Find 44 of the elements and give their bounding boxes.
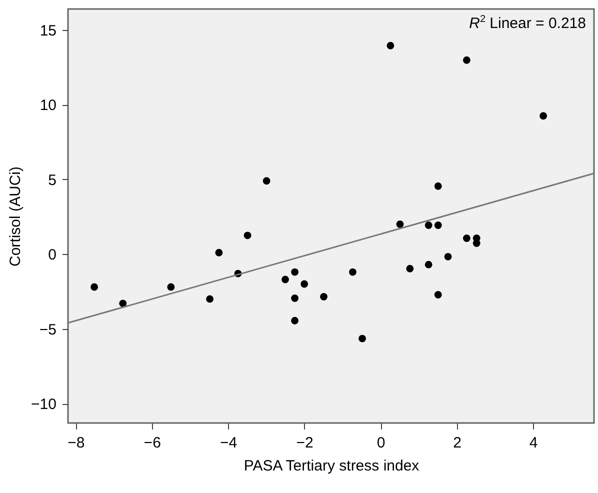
point bbox=[472, 240, 480, 247]
point bbox=[244, 232, 252, 240]
point bbox=[206, 295, 214, 303]
point bbox=[358, 334, 366, 342]
point bbox=[167, 283, 175, 291]
x-tick-label: −2 bbox=[296, 434, 314, 452]
point bbox=[444, 252, 452, 260]
y-tick-label: 0 bbox=[48, 246, 56, 264]
x-tick-label: −8 bbox=[68, 434, 85, 452]
x-tick-label: −4 bbox=[220, 434, 238, 452]
x-tick-label: 0 bbox=[376, 434, 386, 452]
y-tick-label: −10 bbox=[31, 396, 56, 414]
x-tick-label: 2 bbox=[453, 434, 462, 452]
point bbox=[291, 316, 298, 324]
point bbox=[300, 280, 308, 288]
x-axis-title: PASA Tertiary stress index bbox=[244, 458, 420, 474]
point bbox=[119, 300, 127, 308]
x-tick-label: 4 bbox=[529, 434, 538, 452]
y-tick-label: 10 bbox=[40, 97, 56, 114]
point bbox=[396, 220, 404, 228]
annotation: R$^{2}$ Linear = 0.218 bbox=[469, 14, 586, 32]
point bbox=[320, 293, 328, 300]
y-tick-label: −5 bbox=[39, 321, 56, 338]
point bbox=[434, 291, 442, 298]
point bbox=[291, 268, 298, 276]
point bbox=[462, 56, 470, 64]
point bbox=[291, 294, 298, 302]
point bbox=[349, 268, 356, 276]
point bbox=[424, 260, 432, 268]
point bbox=[434, 222, 442, 229]
y-tick-label: 5 bbox=[48, 172, 56, 189]
y-axis-title: Cortisol (AUCi) bbox=[7, 166, 24, 267]
point bbox=[462, 234, 470, 242]
point bbox=[424, 222, 432, 229]
point bbox=[386, 42, 394, 50]
point bbox=[90, 283, 98, 291]
point bbox=[282, 276, 289, 284]
point bbox=[406, 264, 414, 272]
point bbox=[215, 248, 223, 256]
x-tick-label: −6 bbox=[144, 434, 161, 452]
point bbox=[540, 112, 548, 120]
point bbox=[434, 182, 442, 190]
point bbox=[262, 177, 270, 185]
y-tick-label: 15 bbox=[40, 22, 56, 40]
